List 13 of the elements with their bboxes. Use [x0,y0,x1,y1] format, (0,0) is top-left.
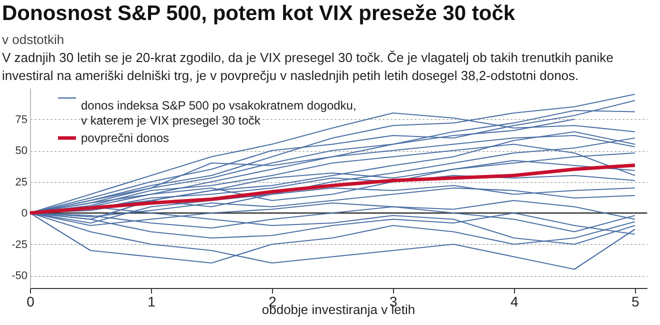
x-tick-label: 1 [148,294,156,310]
chart-subtitle: v odstotkih [2,32,64,47]
x-tick-label: 5 [632,294,640,310]
y-tick-label: 50 [15,145,28,157]
y-tick-label: 75 [15,114,28,126]
y-tick-label: 0 [21,208,28,220]
x-tick-label: 4 [510,294,519,310]
text: V zadnjih 30 letih se je 20-krat zgodilo, da je VIX presegel 30 točk. Če je vlagatelj ob takih trenutkih panike investiral na ameriški delniški trg, je v povprečju v naslednjih petih letih dosegel 38,2-odstotni donos. [2,50,614,83]
y-tick-label: -25 [12,238,28,251]
legend-label: povprečni donos [81,131,170,145]
y-tick-label: 25 [15,176,28,188]
y-tick-label: -50 [12,270,28,282]
chart-title: Donosnost S&P 500, potem kot VIX preseže 30 točk [2,2,516,25]
